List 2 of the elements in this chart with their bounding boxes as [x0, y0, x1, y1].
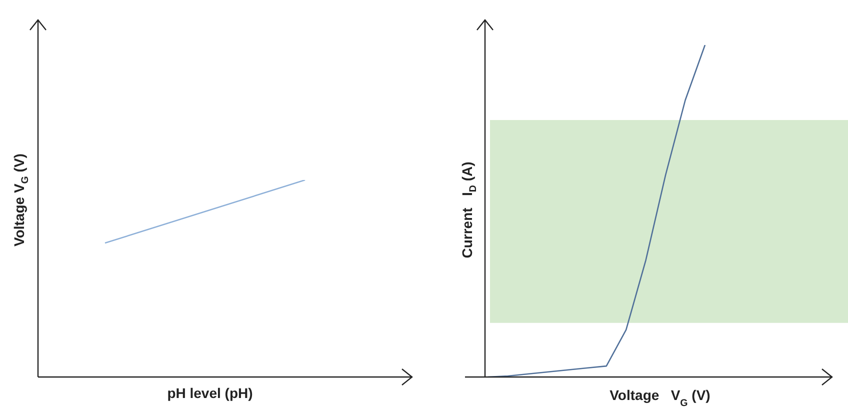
x-axis-title: pH level (pH) [167, 385, 253, 401]
x-axis-title: Voltage V$_{G}$ (V) [610, 387, 710, 408]
